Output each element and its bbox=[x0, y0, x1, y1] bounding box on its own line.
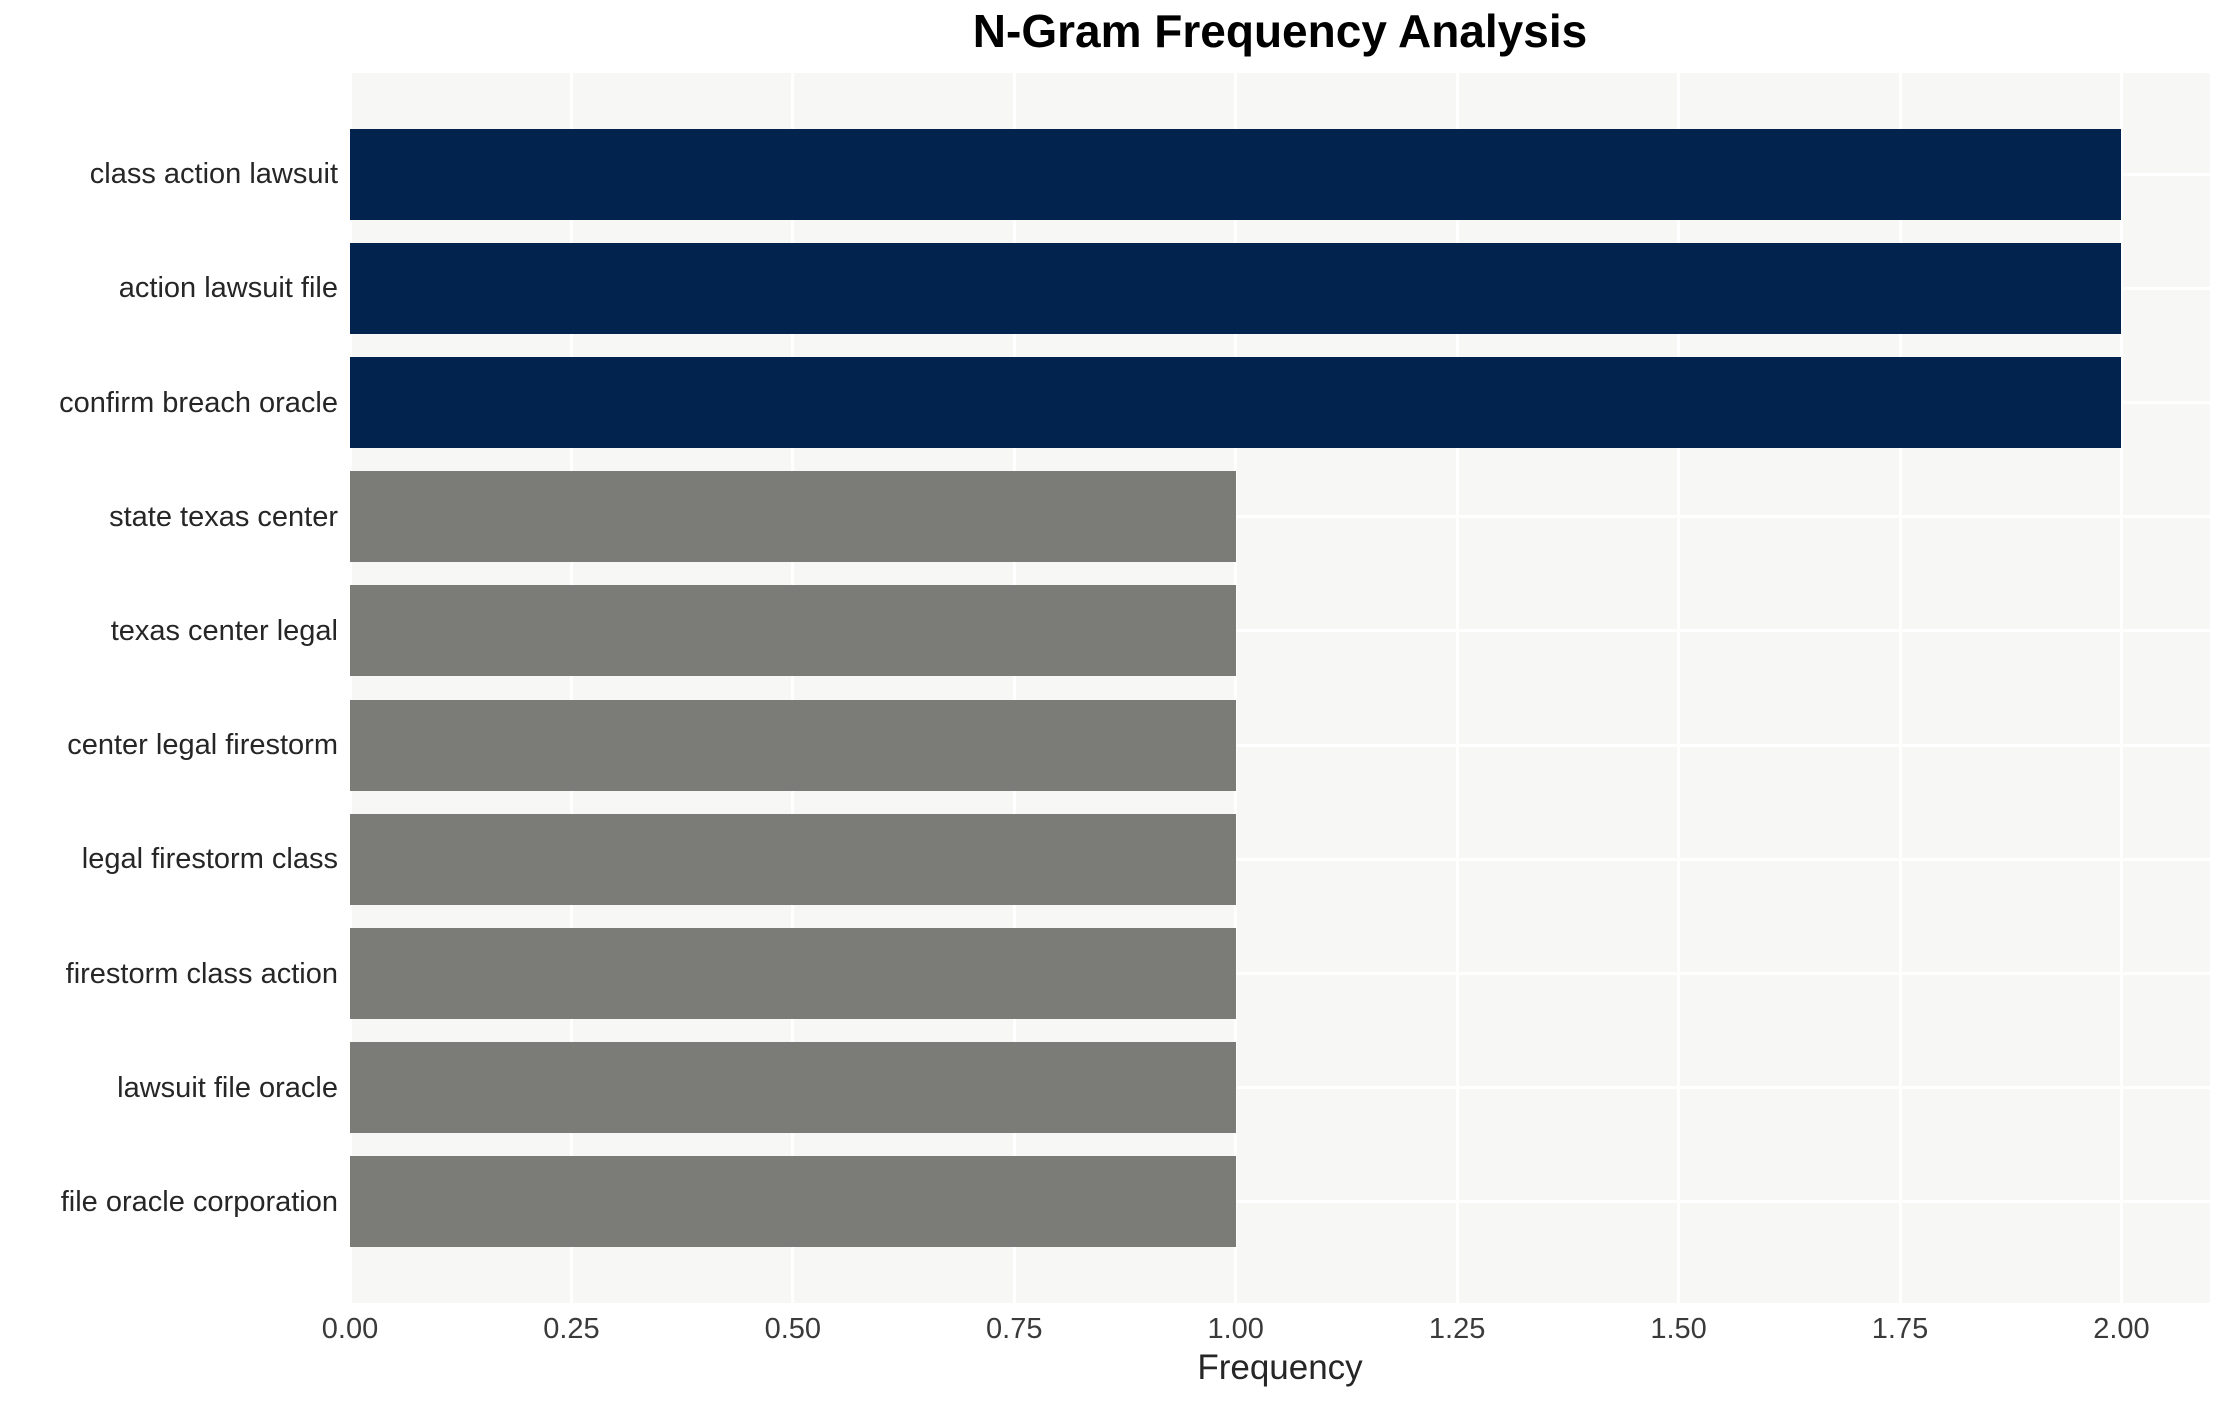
bar bbox=[350, 242, 2122, 334]
x-tick-label: 0.75 bbox=[986, 1313, 1043, 1345]
v-gridline bbox=[1455, 73, 1459, 1303]
x-tick-label: 0.25 bbox=[543, 1313, 600, 1345]
y-tick-label: lawsuit file oracle bbox=[117, 1071, 338, 1104]
v-gridline bbox=[1012, 73, 1016, 1303]
y-tick-label: texas center legal bbox=[110, 614, 338, 647]
bar bbox=[350, 471, 1236, 563]
x-tick-label: 0.50 bbox=[764, 1313, 822, 1345]
y-tick-label: action lawsuit file bbox=[118, 272, 338, 305]
h-gridline bbox=[350, 743, 2210, 747]
x-tick-label: 1.75 bbox=[1871, 1313, 1929, 1345]
h-gridline bbox=[350, 515, 2210, 519]
y-tick-label: firestorm class action bbox=[65, 957, 338, 990]
v-gridline bbox=[2119, 73, 2123, 1303]
x-tick-label: 1.00 bbox=[1207, 1313, 1264, 1345]
bar bbox=[350, 357, 2122, 448]
bar bbox=[350, 699, 1236, 791]
h-gridline bbox=[350, 1200, 2210, 1204]
y-tick-label: legal firestorm class bbox=[81, 843, 338, 876]
x-tick-label: 2.00 bbox=[2093, 1313, 2150, 1345]
h-gridline bbox=[350, 629, 2210, 633]
chart-title: N-Gram Frequency Analysis bbox=[972, 5, 1588, 57]
bar bbox=[350, 128, 2122, 220]
v-gridline bbox=[1898, 73, 1902, 1303]
x-tick-label: 1.25 bbox=[1428, 1313, 1486, 1345]
v-gridline bbox=[1677, 73, 1681, 1303]
bar bbox=[350, 1156, 1236, 1248]
bar bbox=[350, 1042, 1236, 1134]
v-gridline bbox=[791, 73, 795, 1303]
y-tick-label: class action lawsuit bbox=[89, 158, 338, 191]
h-gridline bbox=[350, 857, 2210, 861]
v-gridline bbox=[348, 73, 352, 1303]
y-tick-label: confirm breach oracle bbox=[59, 386, 338, 419]
bar bbox=[350, 813, 1236, 905]
y-tick-label: center legal firestorm bbox=[67, 729, 338, 762]
v-gridline bbox=[569, 73, 573, 1303]
x-tick-label: 0.00 bbox=[321, 1313, 379, 1345]
bar bbox=[350, 585, 1236, 677]
plot-area bbox=[348, 73, 2210, 1303]
bar bbox=[350, 928, 1236, 1019]
v-gridline bbox=[1234, 73, 1238, 1303]
x-axis-title: Frequency bbox=[1197, 1348, 1363, 1387]
x-tick-label: 1.50 bbox=[1650, 1313, 1707, 1345]
h-gridline bbox=[350, 1086, 2210, 1090]
y-tick-label: state texas center bbox=[109, 500, 338, 533]
h-gridline bbox=[350, 972, 2210, 975]
y-tick-label: file oracle corporation bbox=[60, 1185, 338, 1218]
